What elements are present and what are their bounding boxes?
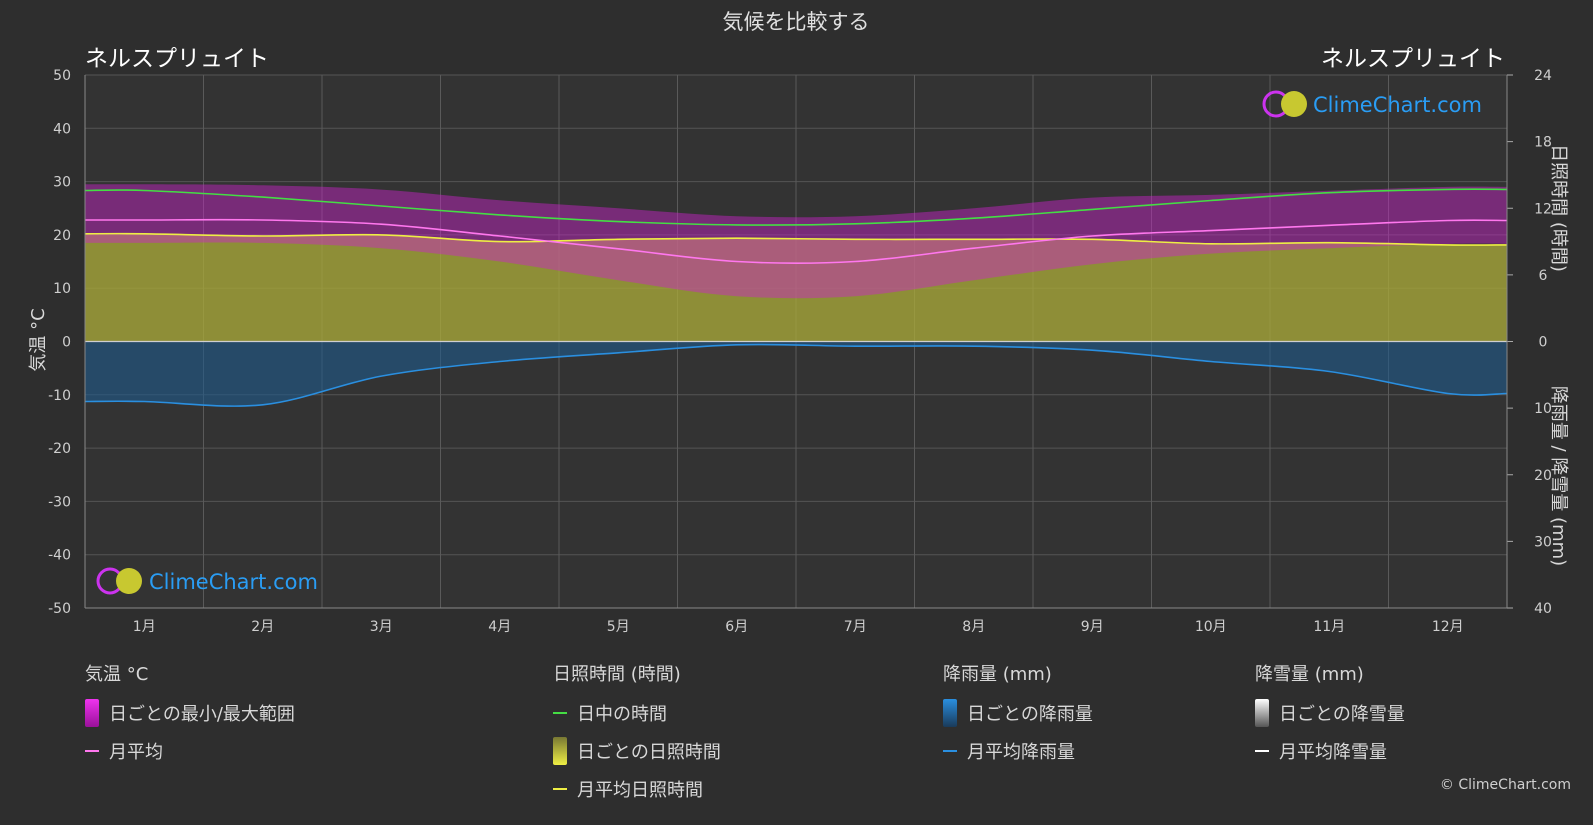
y-left-tick: 50 (53, 68, 71, 84)
legend-sunshine-title: 日照時間 (時間) (553, 664, 681, 685)
sunshine-mean-swatch (553, 788, 567, 790)
y-right-top-tick: 0 (1539, 335, 1548, 351)
legend-item-sunshine-daily: 日ごとの日照時間 (553, 737, 721, 765)
legend-temperature-title: 気温 °C (85, 664, 149, 685)
y-left-tick: -20 (48, 441, 71, 457)
y-left-tick: -10 (48, 388, 71, 404)
snow-mean-swatch (1255, 750, 1269, 752)
rain-swatch (943, 699, 957, 727)
y-left-tick: 0 (62, 335, 71, 351)
x-tick-label: 5月 (607, 619, 630, 635)
legend-item-sunshine-mean: 月平均日照時間 (553, 776, 721, 802)
x-tick-label: 9月 (1081, 619, 1104, 635)
y-right-top-tick: 18 (1534, 135, 1552, 151)
legend-label: 日ごとの日照時間 (577, 742, 721, 763)
x-tick-label: 8月 (962, 619, 985, 635)
y-right-bottom-tick: 20 (1534, 468, 1552, 484)
x-tick-label: 2月 (251, 619, 274, 635)
y-left-tick: 10 (53, 281, 71, 297)
legend-item-snow-mean: 月平均降雪量 (1255, 738, 1405, 764)
copyright: © ClimeChart.com (1439, 777, 1571, 793)
x-tick-label: 12月 (1432, 619, 1464, 635)
legend-item-daylight: 日中の時間 (553, 700, 721, 726)
y-right-top-tick: 6 (1539, 268, 1548, 284)
x-tick-label: 11月 (1313, 619, 1345, 635)
legend-item-rain-mean: 月平均降雨量 (943, 738, 1093, 764)
legend-label: 月平均 (109, 742, 163, 763)
location-right: ネルスプリュイト (1321, 46, 1505, 72)
temp-mean-line (85, 218, 1508, 264)
y-right-top-tick: 24 (1534, 68, 1552, 84)
legend-sunshine: 日照時間 (時間) 日中の時間 日ごとの日照時間 月平均日照時間 (553, 660, 721, 814)
x-tick-label: 10月 (1195, 619, 1227, 635)
daylight-swatch (553, 712, 567, 714)
legend-label: 日中の時間 (577, 704, 667, 725)
y-left-tick: 40 (53, 121, 71, 137)
logo-sun-icon (1281, 91, 1307, 117)
temp-range-band (85, 184, 1507, 299)
x-tick-label: 3月 (370, 619, 393, 635)
snow-swatch (1255, 699, 1269, 727)
x-tick-label: 1月 (133, 619, 156, 635)
x-tick-label: 4月 (488, 619, 511, 635)
legend-rain: 降雨量 (mm) 日ごとの降雨量 月平均降雨量 (943, 660, 1093, 776)
legend-snow: 降雪量 (mm) 日ごとの降雪量 月平均降雪量 (1255, 660, 1405, 776)
legend-label: 月平均日照時間 (577, 780, 703, 801)
legend-temperature: 気温 °C 日ごとの最小/最大範囲 月平均 (85, 660, 295, 776)
sunshine-swatch (553, 737, 567, 765)
y-right-bottom-tick: 30 (1534, 534, 1552, 550)
y-left-label: 気温 °C (28, 308, 49, 371)
sunshine-area (85, 233, 1507, 342)
y-left-tick: -30 (48, 494, 71, 510)
legend-item-temp-range: 日ごとの最小/最大範囲 (85, 699, 295, 727)
y-left-tick: 30 (53, 175, 71, 191)
y-right-top-tick: 12 (1534, 201, 1552, 217)
y-right-bottom-tick: 10 (1534, 401, 1552, 417)
daylight-line (84, 188, 1508, 226)
sunshine-mean-line (84, 232, 1508, 246)
x-tick-label: 7月 (844, 619, 867, 635)
y-right-top-label: 日照時間 (時間) (1548, 144, 1569, 272)
legend-label: 日ごとの降雪量 (1279, 704, 1405, 725)
watermark-text: ClimeChart.com (149, 570, 318, 594)
legend-label: 日ごとの降雨量 (967, 704, 1093, 725)
y-left-tick: -40 (48, 548, 71, 564)
y-right-bottom-label: 降雨量 / 降雪量 (mm) (1548, 386, 1569, 566)
chart-title: 気候を比較する (723, 10, 870, 34)
rain-area (85, 341, 1507, 407)
temp-range-swatch (85, 699, 99, 727)
legend-label: 月平均降雪量 (1279, 742, 1387, 763)
legend-item-snow-daily: 日ごとの降雪量 (1255, 699, 1405, 727)
rain-mean-line (84, 343, 1508, 407)
watermark-text: ClimeChart.com (1313, 93, 1482, 117)
legend-label: 日ごとの最小/最大範囲 (109, 704, 295, 725)
rain-mean-swatch (943, 750, 957, 752)
logo-sun-icon (116, 568, 142, 594)
legend-item-temp-mean: 月平均 (85, 738, 295, 764)
temp-mean-swatch (85, 750, 99, 752)
y-right-bottom-tick: 40 (1534, 601, 1552, 617)
legend-item-rain-daily: 日ごとの降雨量 (943, 699, 1093, 727)
x-tick-label: 6月 (725, 619, 748, 635)
y-left-tick: -50 (48, 601, 71, 617)
location-left: ネルスプリュイト (85, 46, 269, 72)
y-left-tick: 20 (53, 228, 71, 244)
watermark-top: ClimeChart.com (1262, 90, 1482, 118)
legend-label: 月平均降雨量 (967, 742, 1075, 763)
legend-rain-title: 降雨量 (mm) (943, 664, 1052, 685)
legend-snow-title: 降雪量 (mm) (1255, 664, 1364, 685)
watermark-bottom: ClimeChart.com (96, 567, 318, 595)
